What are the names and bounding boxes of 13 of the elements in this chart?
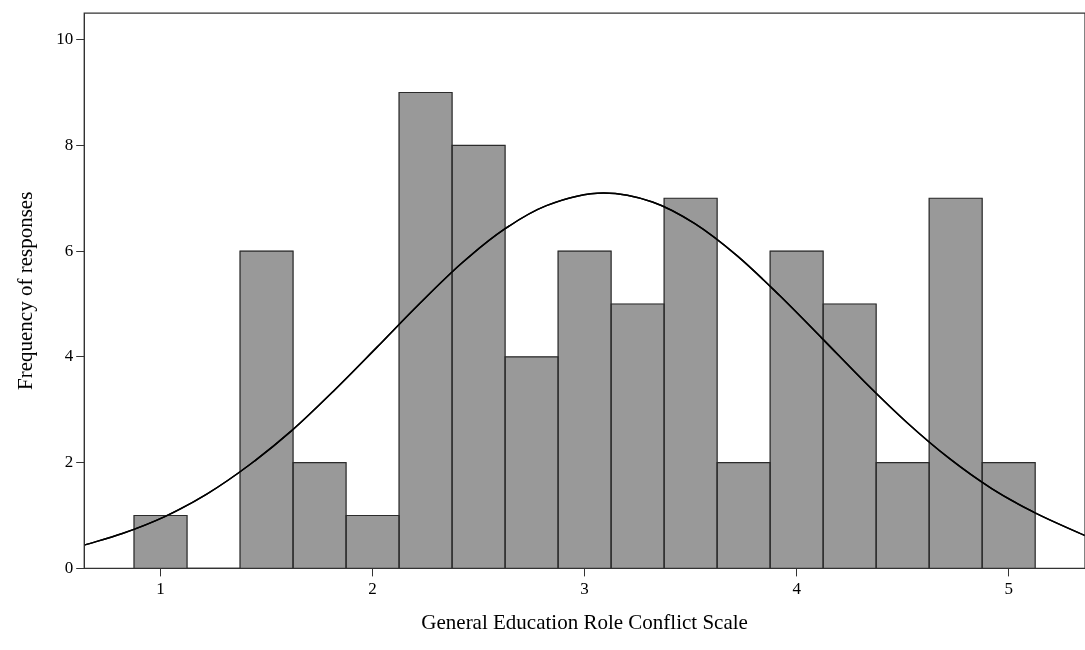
y-tick-label: 10: [56, 29, 74, 49]
x-tick-label: 4: [792, 579, 802, 599]
x-axis-title: General Education Role Conflict Scale: [421, 609, 748, 634]
x-tick-label: 2: [368, 579, 377, 599]
y-tick-label: 2: [64, 452, 74, 472]
x-tick-label: 5: [1004, 579, 1013, 599]
x-tick-label: 3: [580, 579, 589, 599]
y-tick-label: 4: [64, 346, 74, 366]
x-tick-label: 1: [156, 579, 165, 599]
y-axis-title: Frequency of responses: [13, 191, 38, 390]
y-tick-label: 6: [64, 240, 74, 260]
y-tick-label: 8: [64, 134, 74, 154]
y-tick-label: 0: [64, 557, 74, 577]
